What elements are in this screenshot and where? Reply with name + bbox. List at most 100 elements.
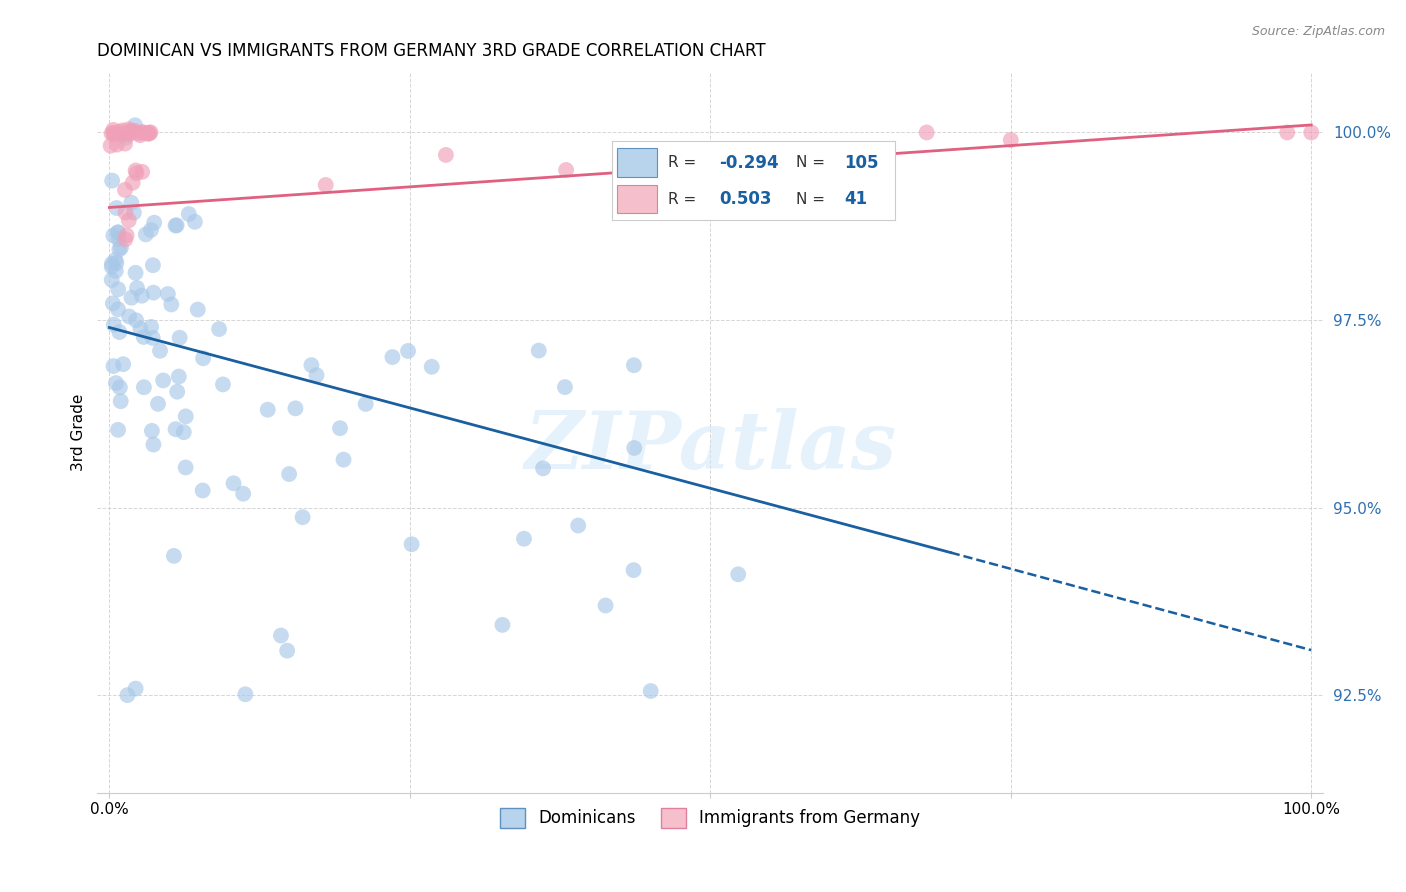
- Point: [118, 213, 141, 227]
- Point: [139, 223, 162, 237]
- Point: [381, 350, 404, 364]
- Point: [131, 289, 153, 303]
- Point: [315, 178, 337, 192]
- Point: [107, 226, 129, 240]
- Point: [146, 397, 169, 411]
- Point: [100, 138, 122, 153]
- Point: [124, 163, 146, 178]
- Point: [125, 166, 148, 180]
- Point: [527, 343, 550, 358]
- Point: [107, 423, 129, 437]
- Point: [160, 297, 183, 311]
- Point: [124, 124, 146, 138]
- Point: [121, 176, 143, 190]
- Point: [332, 452, 354, 467]
- Text: Source: ZipAtlas.com: Source: ZipAtlas.com: [1251, 25, 1385, 38]
- Point: [138, 126, 160, 140]
- Text: R =: R =: [668, 192, 696, 207]
- Point: [117, 122, 139, 136]
- Point: [1301, 125, 1323, 139]
- Point: [184, 215, 207, 229]
- Text: 41: 41: [844, 190, 868, 208]
- Point: [107, 232, 129, 246]
- Point: [110, 394, 132, 409]
- Point: [513, 532, 536, 546]
- Point: [555, 163, 578, 178]
- Point: [117, 688, 139, 702]
- Point: [143, 216, 166, 230]
- Point: [129, 322, 152, 336]
- Point: [727, 567, 749, 582]
- Point: [120, 126, 142, 140]
- Point: [115, 127, 138, 141]
- Point: [107, 302, 129, 317]
- Point: [132, 126, 155, 140]
- Point: [110, 240, 132, 254]
- Point: [104, 252, 127, 267]
- Point: [105, 201, 128, 215]
- Point: [127, 127, 149, 141]
- Point: [114, 183, 136, 197]
- Point: [420, 359, 443, 374]
- Point: [208, 322, 231, 336]
- Point: [212, 377, 235, 392]
- Point: [118, 127, 141, 141]
- Point: [169, 331, 191, 345]
- Point: [554, 380, 576, 394]
- Point: [103, 228, 125, 243]
- Point: [124, 681, 146, 696]
- Point: [136, 127, 159, 141]
- Point: [191, 351, 214, 366]
- Point: [124, 266, 146, 280]
- Point: [121, 291, 143, 305]
- Point: [120, 124, 142, 138]
- Point: [166, 384, 188, 399]
- Point: [108, 380, 131, 394]
- Point: [135, 227, 157, 242]
- Point: [623, 358, 645, 372]
- Point: [125, 313, 148, 327]
- Point: [103, 123, 125, 137]
- Point: [103, 359, 125, 373]
- Point: [174, 409, 197, 424]
- Point: [165, 422, 187, 436]
- FancyBboxPatch shape: [617, 148, 657, 177]
- Point: [103, 318, 125, 332]
- FancyBboxPatch shape: [617, 185, 657, 213]
- Point: [142, 331, 165, 345]
- Point: [132, 330, 155, 344]
- Point: [129, 128, 152, 143]
- Point: [396, 343, 419, 358]
- Point: [149, 343, 172, 358]
- Point: [623, 441, 645, 455]
- Point: [555, 815, 578, 830]
- Point: [112, 357, 135, 371]
- Point: [142, 437, 165, 451]
- Point: [156, 287, 179, 301]
- Point: [595, 599, 617, 613]
- Y-axis label: 3rd Grade: 3rd Grade: [72, 394, 86, 471]
- Point: [291, 510, 314, 524]
- Point: [167, 369, 190, 384]
- Point: [165, 219, 187, 233]
- Point: [139, 125, 162, 139]
- Point: [103, 128, 125, 142]
- Point: [114, 232, 136, 246]
- Point: [124, 118, 146, 132]
- Point: [100, 273, 122, 287]
- Text: N =: N =: [796, 155, 825, 170]
- Point: [121, 123, 143, 137]
- Point: [108, 243, 131, 257]
- Point: [401, 537, 423, 551]
- Point: [108, 125, 131, 139]
- Text: DOMINICAN VS IMMIGRANTS FROM GERMANY 3RD GRADE CORRELATION CHART: DOMINICAN VS IMMIGRANTS FROM GERMANY 3RD…: [97, 42, 766, 60]
- Point: [114, 136, 136, 151]
- Point: [139, 320, 162, 334]
- Point: [115, 228, 138, 243]
- Point: [100, 260, 122, 274]
- Point: [105, 137, 128, 152]
- Point: [104, 376, 127, 390]
- Point: [640, 684, 662, 698]
- Point: [104, 264, 127, 278]
- Point: [270, 628, 292, 642]
